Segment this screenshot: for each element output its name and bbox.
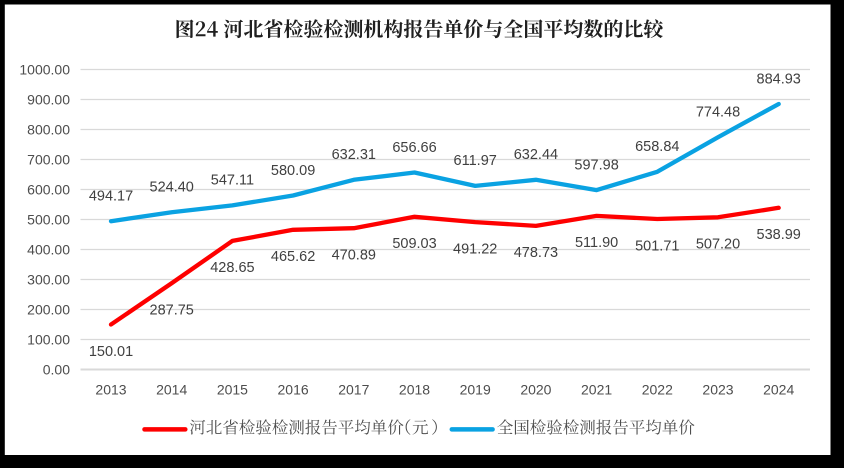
svg-text:2023: 2023 <box>702 382 733 398</box>
svg-text:774.48: 774.48 <box>696 105 740 121</box>
svg-text:494.17: 494.17 <box>89 189 133 205</box>
svg-text:465.62: 465.62 <box>271 249 315 265</box>
svg-text:511.90: 511.90 <box>575 235 618 251</box>
svg-text:2013: 2013 <box>95 382 126 398</box>
svg-text:2015: 2015 <box>217 382 248 398</box>
svg-text:2020: 2020 <box>520 382 551 398</box>
svg-text:2019: 2019 <box>460 382 491 398</box>
svg-text:800.00: 800.00 <box>27 121 70 137</box>
svg-text:287.75: 287.75 <box>150 303 194 319</box>
svg-text:2017: 2017 <box>338 382 369 398</box>
svg-text:509.03: 509.03 <box>392 236 436 252</box>
svg-text:658.84: 658.84 <box>635 139 679 155</box>
svg-text:2016: 2016 <box>278 382 309 398</box>
svg-text:2022: 2022 <box>642 382 673 398</box>
svg-text:632.44: 632.44 <box>514 147 558 163</box>
svg-text:580.09: 580.09 <box>271 163 315 179</box>
svg-text:538.99: 538.99 <box>757 227 801 243</box>
svg-text:884.93: 884.93 <box>757 71 801 87</box>
svg-text:2014: 2014 <box>156 382 187 398</box>
svg-text:2024: 2024 <box>763 382 794 398</box>
svg-text:400.00: 400.00 <box>27 241 70 257</box>
svg-text:478.73: 478.73 <box>514 245 558 261</box>
svg-text:600.00: 600.00 <box>27 181 70 197</box>
svg-text:1000.00: 1000.00 <box>19 61 70 77</box>
svg-text:700.00: 700.00 <box>27 151 70 167</box>
svg-text:500.00: 500.00 <box>27 211 70 227</box>
svg-text:100.00: 100.00 <box>27 331 70 347</box>
svg-text:0.00: 0.00 <box>43 361 70 377</box>
svg-text:547.11: 547.11 <box>211 173 254 189</box>
svg-text:2021: 2021 <box>581 382 612 398</box>
svg-text:501.71: 501.71 <box>635 238 679 254</box>
svg-text:150.01: 150.01 <box>89 344 133 360</box>
svg-text:611.97: 611.97 <box>454 153 497 169</box>
svg-text:597.98: 597.98 <box>574 157 618 173</box>
svg-text:200.00: 200.00 <box>27 301 70 317</box>
svg-text:656.66: 656.66 <box>392 140 436 156</box>
svg-text:491.22: 491.22 <box>453 241 497 257</box>
svg-text:300.00: 300.00 <box>27 271 70 287</box>
svg-text:2018: 2018 <box>399 382 430 398</box>
svg-text:470.89: 470.89 <box>332 248 376 264</box>
svg-text:507.20: 507.20 <box>696 237 740 253</box>
svg-text:900.00: 900.00 <box>27 91 70 107</box>
svg-text:428.65: 428.65 <box>210 260 254 276</box>
svg-text:524.40: 524.40 <box>150 180 194 196</box>
svg-text:632.31: 632.31 <box>332 147 376 163</box>
